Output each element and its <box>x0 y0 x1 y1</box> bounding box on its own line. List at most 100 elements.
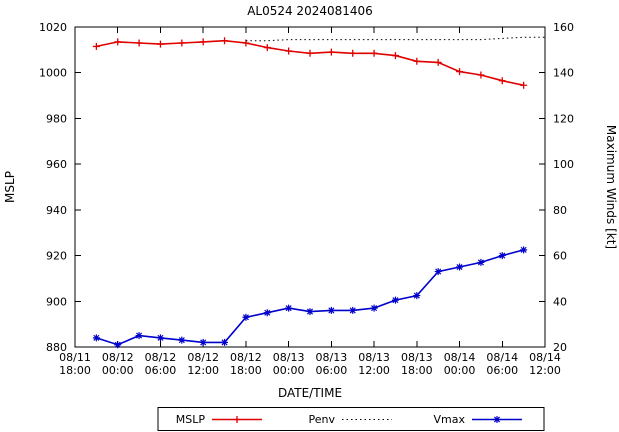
plus-marker <box>413 57 421 65</box>
asterisk-marker <box>434 268 442 276</box>
asterisk-marker <box>456 263 464 271</box>
asterisk-marker <box>114 341 122 349</box>
x-tick-time: 00:00 <box>444 364 476 377</box>
plus-marker <box>285 47 293 55</box>
chart-title: AL0524 2024081406 <box>247 4 373 18</box>
x-tick-time: 12:00 <box>358 364 390 377</box>
asterisk-marker <box>178 336 186 344</box>
plot-frame <box>74 26 546 348</box>
asterisk-marker <box>349 306 357 314</box>
plus-marker <box>327 48 335 56</box>
x-tick-date: 08/13 <box>358 351 390 364</box>
y-tick-label: 1000 <box>39 67 67 80</box>
y2-tick-label: 120 <box>553 112 574 125</box>
x-tick-date: 08/13 <box>273 351 305 364</box>
plus-marker <box>306 49 314 57</box>
asterisk-marker <box>498 252 506 260</box>
y-tick-label: 1020 <box>39 21 67 34</box>
asterisk-marker <box>242 313 250 321</box>
plus-marker <box>434 58 442 66</box>
x-tick-date: 08/12 <box>145 351 177 364</box>
legend-box <box>157 407 545 431</box>
x-tick-date: 08/14 <box>486 351 518 364</box>
asterisk-marker <box>135 332 143 340</box>
plus-marker <box>156 40 164 48</box>
y-tick-label: 980 <box>46 112 67 125</box>
asterisk-marker <box>263 309 271 317</box>
y2-tick-label: 160 <box>553 21 574 34</box>
plot-area: 880 900 920 940 960 980 1000 1020 20 40 60 80 100 120… <box>39 21 574 431</box>
y-tick-label: 880 <box>46 341 67 354</box>
asterisk-marker <box>327 306 335 314</box>
x-tick-time: 12:00 <box>187 364 219 377</box>
plus-marker <box>114 38 122 46</box>
series-penv <box>245 36 545 42</box>
x-tick-date: 08/14 <box>444 351 476 364</box>
y-tick-label: 920 <box>46 250 67 263</box>
asterisk-marker <box>199 338 207 346</box>
legend-label-vmax: Vmax <box>434 413 466 426</box>
y2-tick-label: 80 <box>553 204 567 217</box>
asterisk-marker <box>413 292 421 300</box>
series-line-penv <box>245 36 545 42</box>
asterisk-marker <box>370 304 378 312</box>
plus-marker <box>456 68 464 76</box>
legend-label-mslp: MSLP <box>176 413 206 426</box>
plus-marker <box>221 37 229 45</box>
y-tick-label: 940 <box>46 204 67 217</box>
x-tick-date: 08/14 <box>529 351 561 364</box>
series-mslp <box>92 37 528 89</box>
asterisk-marker <box>221 338 229 346</box>
plus-marker <box>135 39 143 47</box>
x-tick-time: 06:00 <box>316 364 348 377</box>
x-tick-date: 08/13 <box>316 351 348 364</box>
x-axis-label: DATE/TIME <box>278 386 342 400</box>
plus-marker <box>477 71 485 79</box>
asterisk-marker <box>520 246 528 254</box>
y2-tick-label: 100 <box>553 158 574 171</box>
x-tick-date: 08/12 <box>187 351 219 364</box>
series-vmax <box>92 246 528 349</box>
plus-marker <box>178 39 186 47</box>
x-tick-date: 08/13 <box>401 351 433 364</box>
x-tick-date: 08/11 <box>59 351 91 364</box>
x-tick-time: 06:00 <box>145 364 177 377</box>
x-tick-date: 08/12 <box>230 351 262 364</box>
x-tick-time: 06:00 <box>486 364 518 377</box>
y2-tick-label: 140 <box>553 67 574 80</box>
y2-tick-label: 20 <box>553 341 567 354</box>
y2-tick-label: 60 <box>553 250 567 263</box>
plus-marker <box>498 77 506 85</box>
x-tick-time: 18:00 <box>230 364 262 377</box>
asterisk-marker <box>493 416 501 423</box>
plus-marker <box>199 38 207 46</box>
legend: MSLP Penv Vmax <box>157 407 545 431</box>
y2-axis-label: Maximum Winds [kt] <box>604 125 618 249</box>
x-tick-time: 18:00 <box>401 364 433 377</box>
x-tick-time: 18:00 <box>59 364 91 377</box>
plus-marker <box>370 49 378 57</box>
plus-marker <box>263 44 271 52</box>
x-tick-time: 00:00 <box>273 364 305 377</box>
y2-tick-label: 40 <box>553 295 567 308</box>
plus-marker <box>233 416 241 423</box>
y-axis-label: MSLP <box>3 171 17 203</box>
x-tick-time: 12:00 <box>529 364 561 377</box>
asterisk-marker <box>306 308 314 316</box>
plus-marker <box>92 42 100 50</box>
plus-marker <box>520 81 528 89</box>
asterisk-marker <box>156 334 164 342</box>
plus-marker <box>391 52 399 60</box>
y-tick-label: 900 <box>46 295 67 308</box>
asterisk-marker <box>477 258 485 266</box>
plus-marker <box>349 49 357 57</box>
asterisk-marker <box>391 296 399 304</box>
asterisk-marker <box>285 304 293 312</box>
x-tick-time: 00:00 <box>102 364 134 377</box>
asterisk-marker <box>92 334 100 342</box>
y-tick-label: 960 <box>46 158 67 171</box>
x-tick-date: 08/12 <box>102 351 134 364</box>
legend-label-penv: Penv <box>309 413 336 426</box>
